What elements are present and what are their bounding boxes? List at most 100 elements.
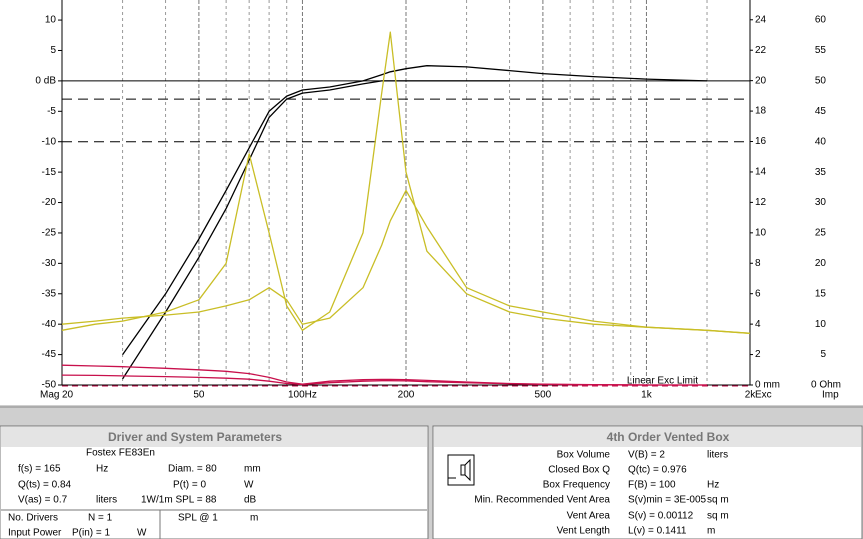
param-value: F(B) = 100 — [628, 480, 676, 491]
panel-title: Driver and System Parameters — [108, 430, 282, 444]
panel-header — [434, 427, 861, 447]
y-tick-label: -50 — [42, 380, 57, 391]
unit: liters — [96, 495, 117, 506]
y3-tick-label: 50 — [815, 76, 827, 87]
unit: dB — [244, 495, 257, 506]
y2-tick-label: 24 — [755, 14, 767, 25]
unit: mm — [244, 464, 261, 475]
x-tick-label: 20 — [62, 390, 74, 401]
unit: W — [137, 528, 147, 539]
chart: 20 50 100Hz 200 500 1k 2k Mag 10 5 0 dB -5 -10 -15 -20… — [35, 0, 841, 401]
y3-tick-label: 5 — [820, 349, 826, 360]
curve — [61, 189, 751, 334]
unit: W — [244, 480, 254, 491]
y3-tick-label: 55 — [815, 45, 827, 56]
y2-tick-label: 16 — [755, 136, 767, 147]
x-tick-label: 500 — [535, 390, 552, 401]
y2-axis-label: Exc — [755, 390, 772, 401]
y2-tick-label: 2 — [755, 349, 761, 360]
param-label: Closed Box Q — [548, 465, 610, 476]
param: Q(ts) = 0.84 — [18, 480, 72, 491]
y-tick-label: -20 — [42, 197, 57, 208]
y2-tick-label: 22 — [755, 45, 767, 56]
curve — [122, 80, 510, 380]
param: P(t) = 0 — [173, 480, 207, 491]
curve — [122, 65, 708, 355]
param-label: Vent Length — [557, 526, 610, 537]
y3-tick-label: 15 — [815, 288, 827, 299]
param: 1W/1m SPL = 88 — [141, 495, 217, 506]
x-tick-label: 2k — [745, 390, 757, 401]
param-label: Box Volume — [557, 450, 611, 461]
y3-tick-label: 45 — [815, 106, 827, 117]
panel-header — [1, 427, 427, 447]
x-tick-label: 50 — [193, 390, 205, 401]
chart-background — [0, 0, 863, 405]
y-tick-label: -5 — [47, 106, 56, 117]
curve — [61, 374, 707, 386]
y-tick-label: -40 — [42, 319, 57, 330]
y2-tick-label: 14 — [755, 167, 767, 178]
param-value: V(B) = 2 — [628, 450, 665, 461]
x-tick-label: 200 — [398, 390, 415, 401]
unit: m — [250, 513, 258, 524]
y2-tick-label: 10 — [755, 227, 767, 238]
y2-tick-label: 12 — [755, 197, 767, 208]
x-tick-label: 100Hz — [288, 390, 317, 401]
param: Diam. = 80 — [168, 464, 217, 475]
y-axis-label: Mag — [40, 390, 59, 401]
param: V(as) = 0.7 — [18, 495, 68, 506]
unit: liters — [707, 450, 728, 461]
y3-tick-label: 30 — [815, 197, 827, 208]
param: No. Drivers — [8, 513, 58, 524]
param: Input Power — [8, 528, 62, 539]
unit: m — [707, 526, 715, 537]
y2-tick-label: 8 — [755, 258, 761, 269]
y-tick-label: 5 — [50, 45, 56, 56]
y-tick-label: -15 — [42, 167, 57, 178]
param: N = 1 — [88, 513, 113, 524]
exc-limit-label: Linear Exc Limit — [627, 376, 698, 387]
unit: Hz — [707, 480, 719, 491]
y2-tick-label: 18 — [755, 106, 767, 117]
y2-tick-label: 0 mm — [755, 380, 780, 391]
box-icon — [447, 454, 475, 486]
y3-axis-label: Imp — [822, 390, 839, 401]
param-label: Vent Area — [567, 511, 611, 522]
y3-tick-label: 35 — [815, 167, 827, 178]
unit: Hz — [96, 464, 108, 475]
y2-tick-label: 4 — [755, 319, 761, 330]
y3-tick-label: 0 Ohm — [811, 380, 841, 391]
y3-tick-label: 40 — [815, 136, 827, 147]
x-tick-label: 1k — [641, 390, 653, 401]
y3-tick-label: 60 — [815, 15, 827, 26]
param-value: S(v) = 0.00112 — [628, 511, 694, 522]
y-tick-label: -30 — [42, 258, 57, 269]
param-value: Q(tc) = 0.976 — [628, 465, 687, 476]
y3-tick-label: 20 — [815, 258, 827, 269]
y-tick-label: -45 — [42, 349, 57, 360]
param-value: L(v) = 0.1411 — [628, 526, 687, 537]
driver-name: Fostex FE83En — [86, 448, 155, 459]
curve — [61, 31, 751, 334]
y-tick-label: -10 — [42, 136, 57, 147]
unit: sq m — [707, 511, 729, 522]
param: f(s) = 165 — [18, 464, 61, 475]
panel-title: 4th Order Vented Box — [607, 430, 730, 444]
param: P(in) = 1 — [72, 528, 111, 539]
y2-tick-label: 20 — [755, 75, 767, 86]
y3-tick-label: 25 — [815, 228, 827, 239]
param: SPL @ 1 — [178, 513, 218, 524]
right-rows: Box Volume V(B) = 2 liters Closed Box Q Q(tc… — [474, 450, 728, 537]
y-tick-label: -35 — [42, 288, 57, 299]
param-label: Box Frequency — [543, 480, 610, 491]
y-tick-label: 0 dB — [35, 76, 56, 87]
y-tick-label: -25 — [42, 228, 57, 239]
param-label: Min. Recommended Vent Area — [474, 495, 610, 506]
y3-tick-label: 10 — [815, 319, 827, 330]
param-value: S(v)min = 3E-005 — [628, 495, 707, 506]
unit: sq m — [707, 495, 729, 506]
y-tick-label: 10 — [45, 15, 57, 26]
